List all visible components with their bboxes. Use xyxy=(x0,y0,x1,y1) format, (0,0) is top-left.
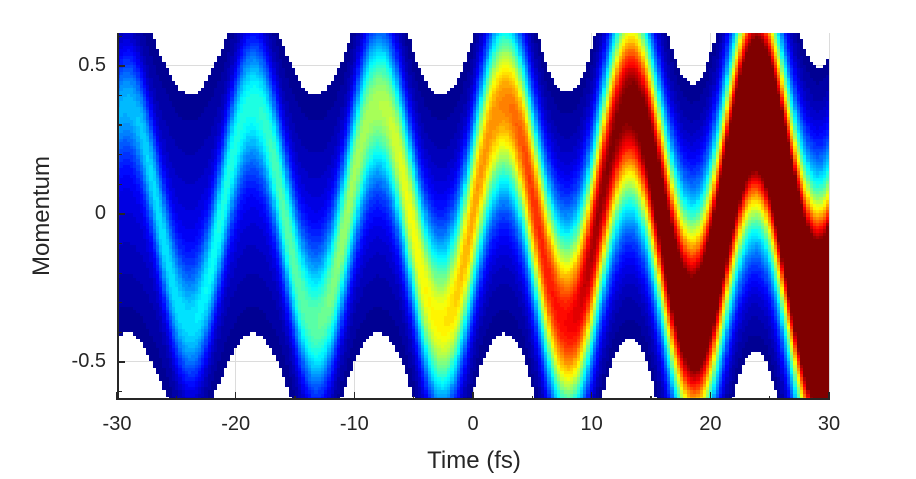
x-tick-label: 0 xyxy=(467,413,479,435)
y-tick-label: -0.5 xyxy=(71,349,106,372)
x-axis-label: Time (fs) xyxy=(427,447,521,474)
y-tick-mark xyxy=(117,94,122,97)
x-tick-label: -30 xyxy=(102,413,132,435)
y-tick-mark xyxy=(117,302,122,304)
y-axis-spine xyxy=(117,33,119,400)
x-tick-label: -10 xyxy=(339,413,369,435)
y-axis-label: Momentum xyxy=(28,155,55,277)
x-tick-mark xyxy=(590,392,593,400)
y-tick-mark xyxy=(117,331,122,333)
x-tick-mark xyxy=(234,392,237,400)
x-gridline xyxy=(828,33,830,400)
x-tick-mark xyxy=(709,392,712,400)
y-tick-mark xyxy=(117,154,122,156)
x-tick-mark xyxy=(650,395,652,400)
y-tick-mark xyxy=(117,272,122,274)
x-tick-mark xyxy=(769,395,771,400)
y-tick-mark xyxy=(117,124,122,126)
x-tick-mark xyxy=(413,395,415,400)
x-tick-mark xyxy=(828,392,830,400)
y-tick-mark xyxy=(117,183,122,185)
y-tick-mark xyxy=(117,213,125,215)
heatmap-image xyxy=(117,33,829,400)
x-tick-mark xyxy=(472,392,474,400)
x-tick-label: -20 xyxy=(221,413,251,435)
y-tick-mark xyxy=(117,35,122,37)
x-tick-mark xyxy=(353,392,356,400)
y-tick-mark xyxy=(117,390,122,393)
y-tick-label: 0 xyxy=(94,201,106,224)
x-tick-mark xyxy=(294,395,296,400)
x-tick-mark xyxy=(175,395,177,400)
y-tick-mark xyxy=(117,65,125,67)
x-tick-label: 10 xyxy=(580,413,603,435)
x-tick-mark xyxy=(531,395,533,400)
x-tick-label: 20 xyxy=(699,413,722,435)
x-axis-spine xyxy=(117,398,829,400)
x-tick-label: 30 xyxy=(817,413,841,435)
y-tick-mark xyxy=(117,242,122,245)
y-tick-label: 0.5 xyxy=(78,53,106,76)
plot-area xyxy=(116,33,830,400)
y-tick-mark xyxy=(117,361,125,363)
